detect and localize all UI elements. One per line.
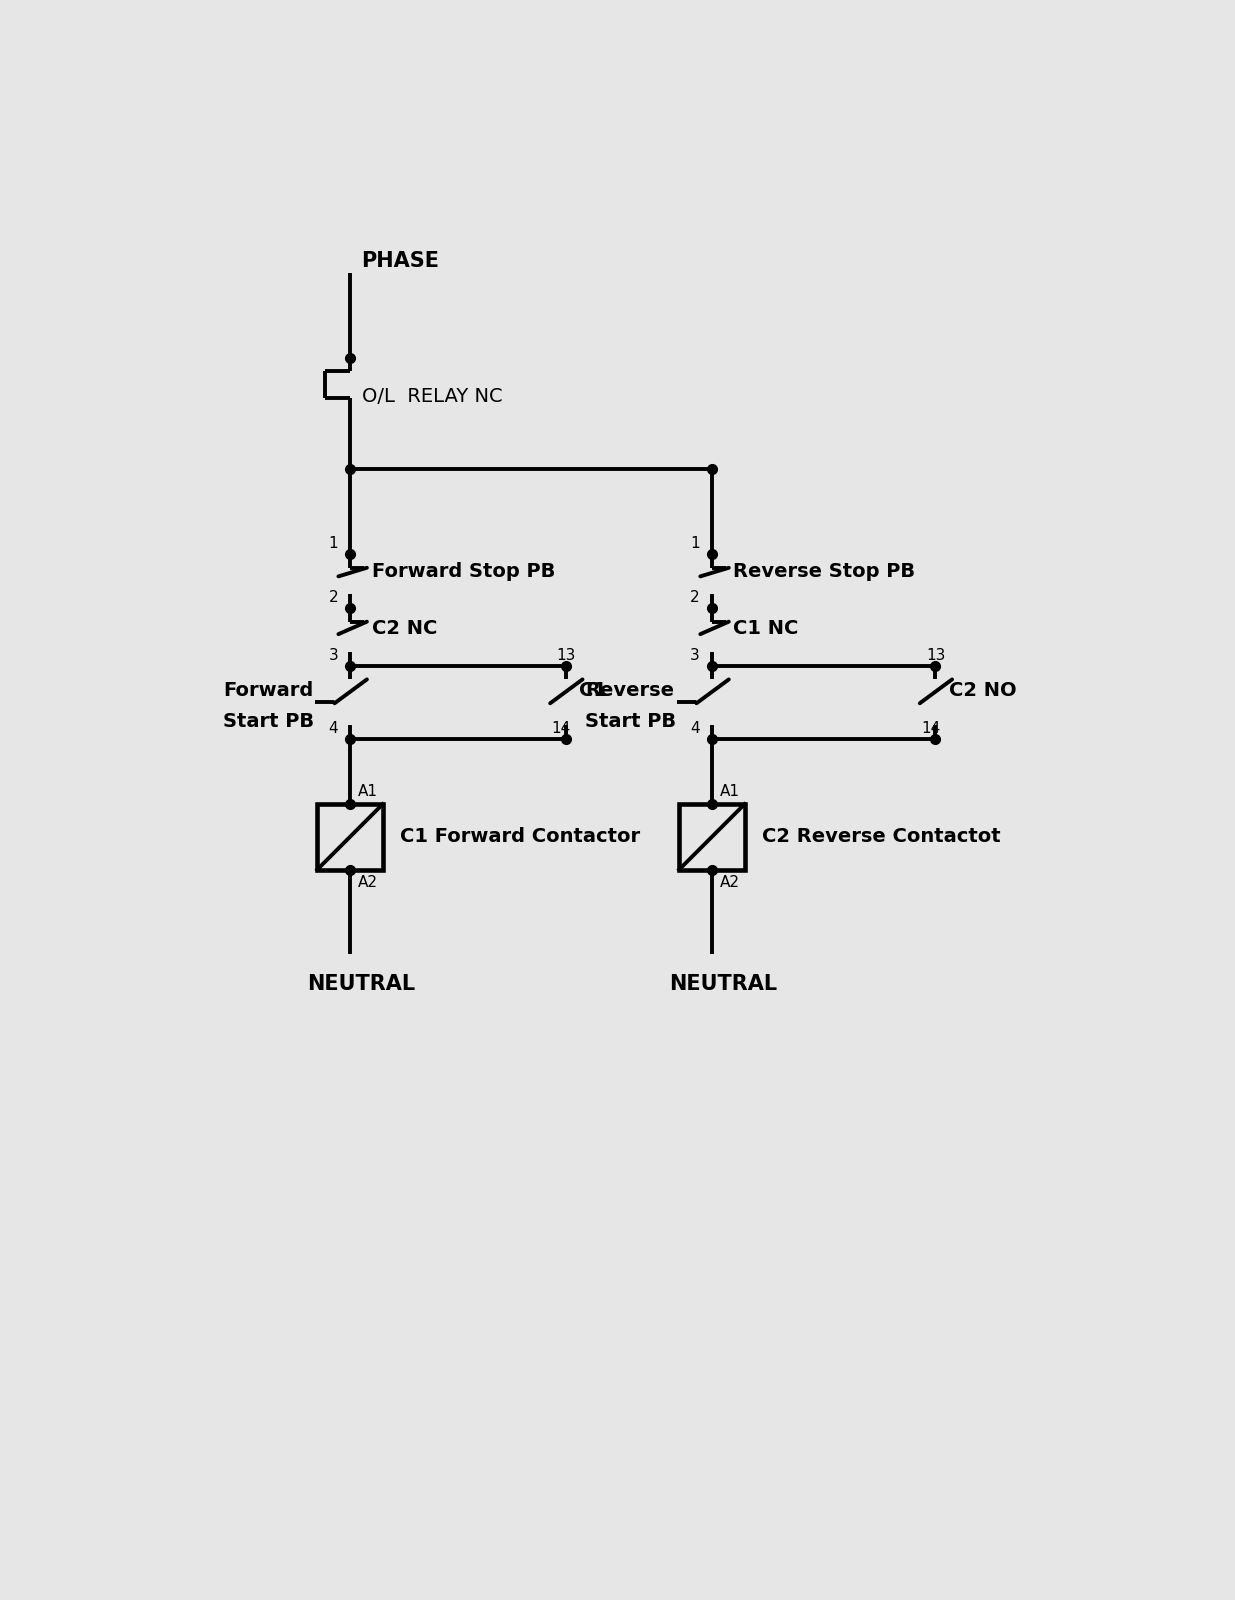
Text: 2: 2 bbox=[690, 590, 700, 605]
Text: A2: A2 bbox=[720, 875, 740, 890]
Text: 1: 1 bbox=[690, 536, 700, 552]
Text: C2 Reverse Contactot: C2 Reverse Contactot bbox=[762, 827, 1000, 846]
Text: 13: 13 bbox=[926, 648, 945, 662]
Bar bbox=[317, 805, 383, 869]
Text: C1 NC: C1 NC bbox=[734, 619, 799, 638]
Text: O/L  RELAY NC: O/L RELAY NC bbox=[362, 387, 503, 405]
Text: 2: 2 bbox=[329, 590, 338, 605]
Text: 4: 4 bbox=[329, 722, 338, 736]
Text: Start PB: Start PB bbox=[585, 712, 676, 731]
Text: 13: 13 bbox=[556, 648, 576, 662]
Text: Reverse: Reverse bbox=[585, 682, 674, 701]
Text: 14: 14 bbox=[552, 722, 571, 736]
Text: Start PB: Start PB bbox=[222, 712, 314, 731]
Text: C2 NO: C2 NO bbox=[948, 682, 1016, 701]
Text: NEUTRAL: NEUTRAL bbox=[669, 973, 778, 994]
Text: Forward: Forward bbox=[222, 682, 314, 701]
Text: 14: 14 bbox=[921, 722, 941, 736]
Text: Forward Stop PB: Forward Stop PB bbox=[372, 562, 555, 581]
Text: 4: 4 bbox=[690, 722, 700, 736]
Text: A2: A2 bbox=[358, 875, 378, 890]
Text: 3: 3 bbox=[329, 648, 338, 662]
Text: PHASE: PHASE bbox=[362, 251, 440, 272]
Text: A1: A1 bbox=[720, 784, 740, 800]
Text: C2 NC: C2 NC bbox=[372, 619, 437, 638]
Text: C1 Forward Contactor: C1 Forward Contactor bbox=[400, 827, 640, 846]
Text: Reverse Stop PB: Reverse Stop PB bbox=[734, 562, 915, 581]
Text: NEUTRAL: NEUTRAL bbox=[308, 973, 416, 994]
Text: 1: 1 bbox=[329, 536, 338, 552]
Bar bbox=[679, 805, 745, 869]
Text: A1: A1 bbox=[358, 784, 378, 800]
Text: C1: C1 bbox=[579, 682, 608, 701]
Text: 3: 3 bbox=[690, 648, 700, 662]
